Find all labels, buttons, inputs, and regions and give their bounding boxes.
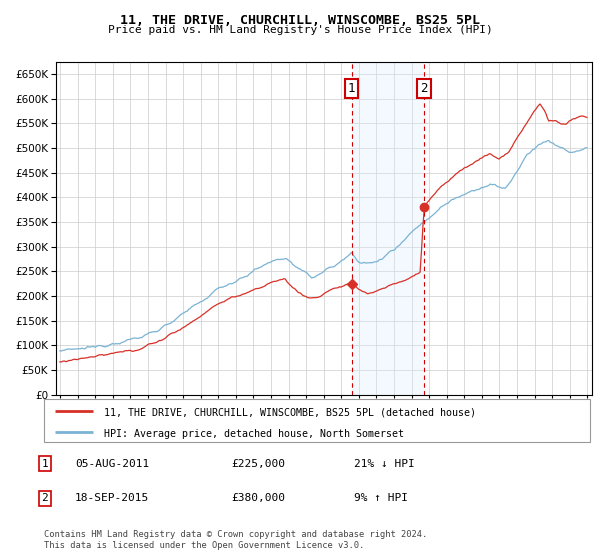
Text: £380,000: £380,000	[231, 493, 285, 503]
Bar	[352, 62, 424, 395]
Text: 21% ↓ HPI: 21% ↓ HPI	[354, 459, 415, 469]
Text: 1: 1	[41, 459, 49, 469]
Text: 05-AUG-2011: 05-AUG-2011	[75, 459, 149, 469]
Text: 2: 2	[41, 493, 49, 503]
Text: 2: 2	[420, 82, 428, 95]
Text: 11, THE DRIVE, CHURCHILL, WINSCOMBE, BS25 5PL (detached house): 11, THE DRIVE, CHURCHILL, WINSCOMBE, BS2…	[104, 408, 476, 418]
Text: Contains HM Land Registry data © Crown copyright and database right 2024.
This d: Contains HM Land Registry data © Crown c…	[44, 530, 427, 550]
Text: Price paid vs. HM Land Registry's House Price Index (HPI): Price paid vs. HM Land Registry's House …	[107, 25, 493, 35]
Text: 18-SEP-2015: 18-SEP-2015	[75, 493, 149, 503]
Text: £225,000: £225,000	[231, 459, 285, 469]
Text: 11, THE DRIVE, CHURCHILL, WINSCOMBE, BS25 5PL: 11, THE DRIVE, CHURCHILL, WINSCOMBE, BS2…	[120, 14, 480, 27]
Text: 9% ↑ HPI: 9% ↑ HPI	[354, 493, 408, 503]
Text: HPI: Average price, detached house, North Somerset: HPI: Average price, detached house, Nort…	[104, 428, 404, 438]
Text: 1: 1	[348, 82, 355, 95]
FancyBboxPatch shape	[44, 399, 590, 442]
